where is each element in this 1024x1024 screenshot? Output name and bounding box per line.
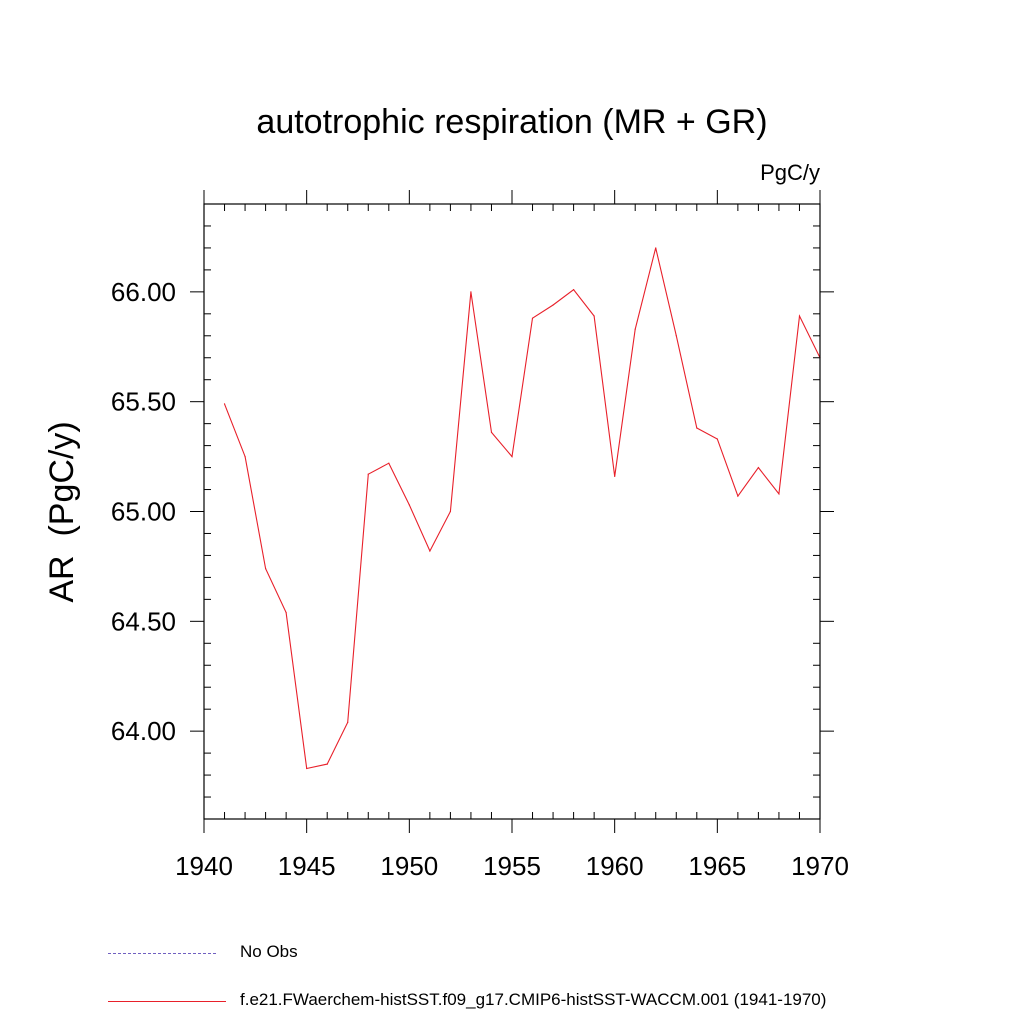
plot-frame	[203, 203, 821, 820]
data-point	[223, 403, 226, 405]
data-point	[778, 493, 780, 495]
data-point	[798, 315, 801, 317]
data-point	[306, 767, 308, 770]
data-point	[552, 304, 554, 306]
y-axis-label: AR (PgC/y)	[43, 421, 81, 602]
data-point	[367, 473, 369, 475]
data-point	[511, 455, 513, 458]
data-point	[326, 763, 328, 765]
data-point	[737, 495, 739, 497]
x-tick-label: 1970	[791, 851, 849, 881]
data-point	[265, 568, 267, 570]
x-tick-label: 1955	[483, 851, 541, 881]
data-point	[244, 455, 246, 458]
data-point	[429, 550, 431, 552]
x-tick-label: 1945	[278, 851, 336, 881]
x-tick-label: 1940	[175, 851, 233, 881]
data-point	[470, 291, 472, 293]
data-point	[388, 462, 390, 464]
data-point	[490, 431, 493, 434]
data-point	[573, 289, 575, 291]
tick-labels: 1940 1945 1950 1955 1960 1965 1970 64.00 64.50 65…	[111, 277, 849, 881]
chart-title: autotrophic respiration (MR + GR)	[256, 103, 767, 141]
units-label: PgC/y	[760, 160, 820, 185]
data-point	[408, 504, 410, 506]
series-layer	[223, 247, 821, 770]
data-point	[531, 317, 534, 319]
data-point	[614, 475, 616, 477]
data-point	[449, 510, 451, 513]
axis-ticks	[190, 190, 834, 833]
x-tick-label: 1960	[586, 851, 644, 881]
series-line-0	[223, 247, 821, 770]
y-tick-label: 65.00	[111, 497, 176, 527]
x-tick-label: 1950	[380, 851, 438, 881]
y-tick-label: 65.50	[111, 387, 176, 417]
data-point	[716, 438, 718, 440]
data-point	[757, 466, 760, 469]
data-point	[634, 328, 636, 330]
x-tick-label: 1965	[688, 851, 746, 881]
y-tick-label: 64.00	[111, 716, 176, 746]
data-point	[347, 721, 349, 723]
data-point	[655, 247, 657, 249]
legend-label: f.e21.FWaerchem-histSST.f09_g17.CMIP6-hi…	[240, 990, 827, 1009]
legend-swatch-dashed	[108, 953, 216, 954]
y-tick-label: 64.50	[111, 606, 176, 636]
data-point	[696, 427, 698, 429]
data-point	[593, 315, 595, 317]
y-tick-label: 66.00	[111, 277, 176, 307]
data-point	[285, 611, 287, 614]
legend-label: No Obs	[240, 942, 298, 961]
legend-swatch-solid	[108, 1001, 226, 1002]
data-point	[675, 335, 677, 337]
